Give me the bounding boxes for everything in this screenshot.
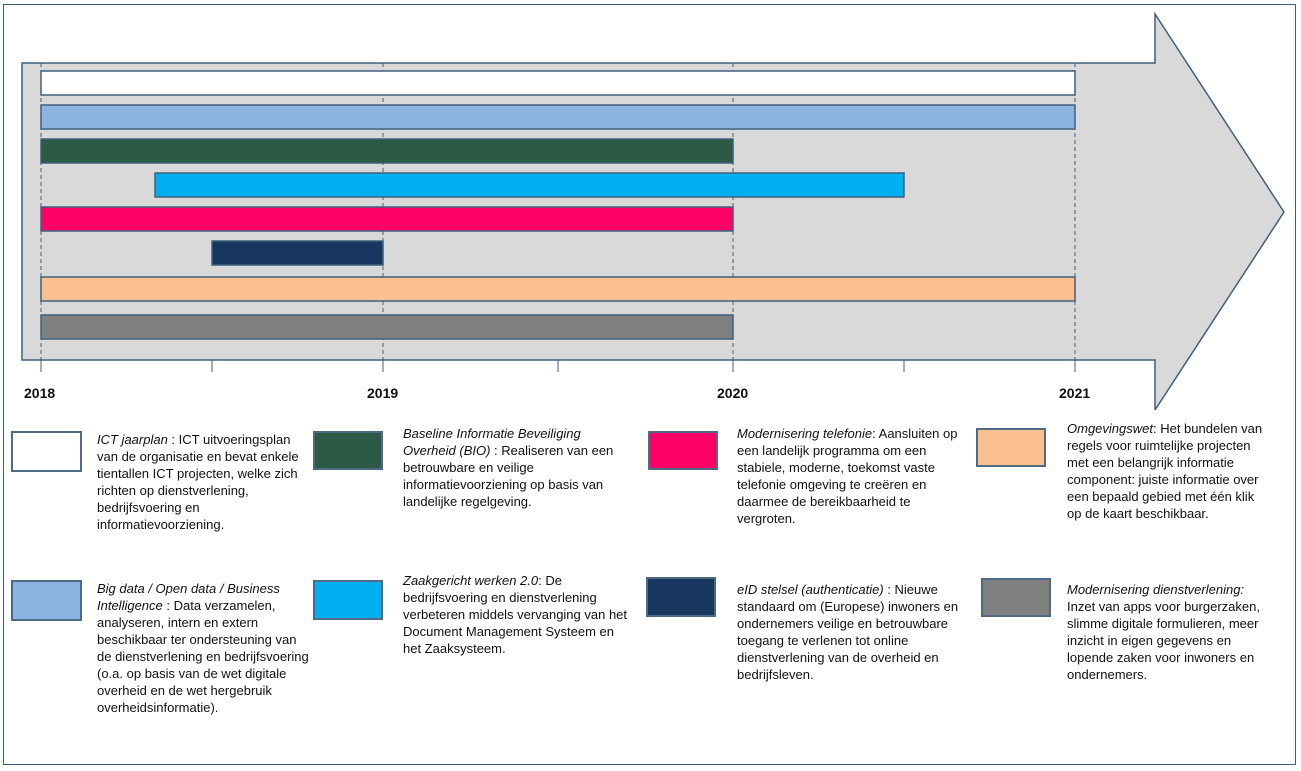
legend-title: Omgevingswet [1067,421,1153,436]
legend-description: Aansluiten op een landelijk programma om… [737,426,958,526]
legend-swatch [313,431,383,470]
legend-swatch [646,577,716,617]
legend-swatch [11,431,82,472]
legend-description: Het bundelen van regels voor ruimtelijke… [1067,421,1263,521]
timeline-bar [154,172,905,198]
legend-description: Data verzamelen, analyseren, intern en e… [97,598,309,715]
legend-swatch [981,578,1051,617]
legend-title: Zaakgericht werken 2.0 [403,573,539,588]
legend-title: Baseline Informatie Beveiliging Overheid… [403,426,581,458]
legend-swatch [976,428,1046,467]
timeline-bar [40,104,1076,130]
timeline-bar [211,240,384,266]
legend-description: ICT uitvoeringsplan van de organisatie e… [97,432,299,532]
legend-swatch [313,580,383,620]
timeline-bar [40,70,1076,96]
year-label: 2020 [717,385,748,401]
legend-swatch [11,580,82,621]
legend-description: Nieuwe standaard om (Europese) inwoners … [737,582,959,682]
legend-description: De bedrijfsvoering en dienstverlening ve… [403,573,628,656]
year-label: 2019 [367,385,398,401]
timeline-bar [40,314,734,340]
legend-title: Big data / Open data / Business Intellig… [97,581,280,613]
year-label: 2021 [1059,385,1090,401]
timeline-chart: 2018 2019 2020 2021 [21,11,1285,410]
legend-title: Modernisering telefonie [737,426,873,441]
year-label: 2018 [24,385,55,401]
legend-swatch [648,431,718,470]
legend-title: ICT jaarplan [97,432,168,447]
timeline-bar [40,206,734,232]
diagram-frame [3,4,1296,765]
timeline-bar [40,138,734,164]
legend-description: Realiseren van een betrouwbare en veilig… [403,443,614,509]
timeline-bar [40,276,1076,302]
legend-description: Inzet van apps voor burgerzaken, slimme … [1067,599,1260,682]
legend-title: Modernisering dienstverlening: [1067,582,1245,597]
legend-title: eID stelsel (authenticatie) [737,582,884,597]
